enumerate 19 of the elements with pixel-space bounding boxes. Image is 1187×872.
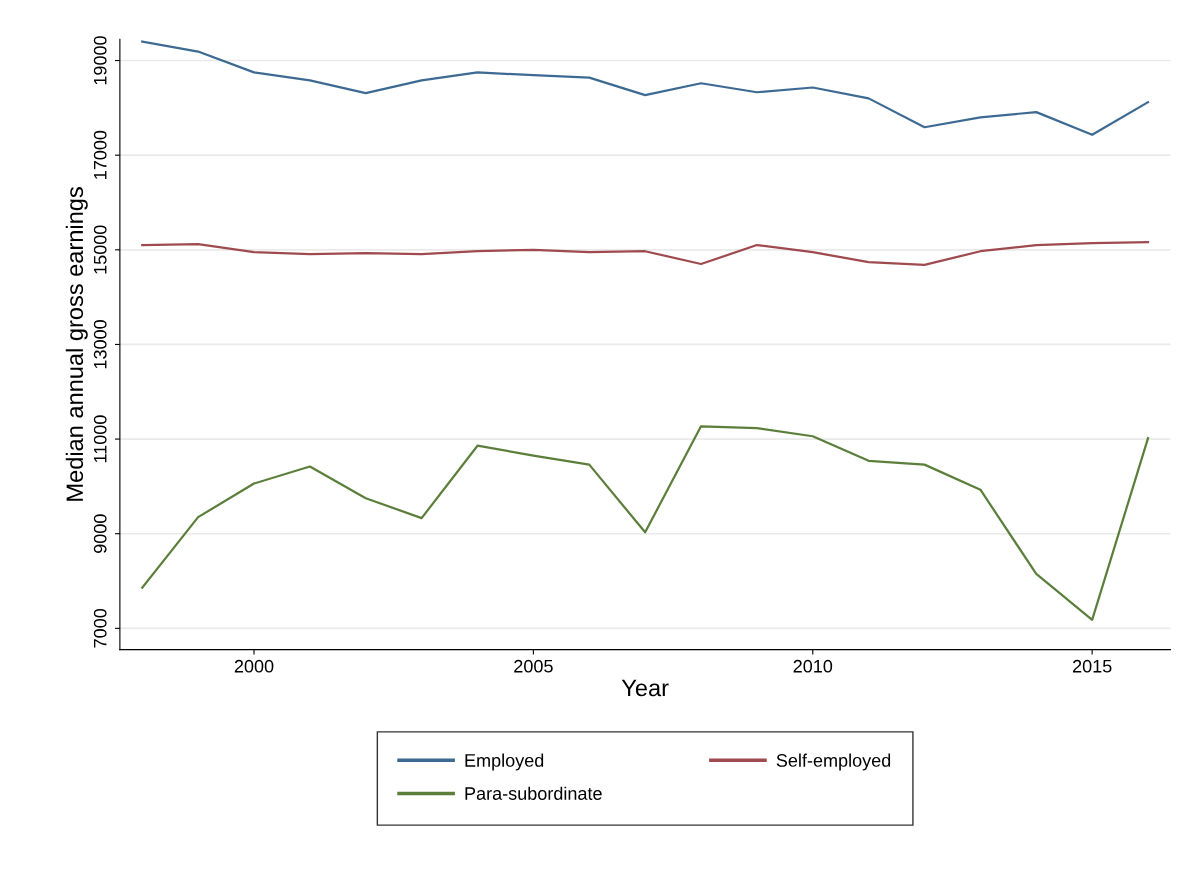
y-tick-label: 9000 bbox=[93, 514, 107, 553]
y-tick-label: 15000 bbox=[93, 225, 107, 274]
x-tick-label: 2000 bbox=[234, 659, 274, 673]
legend-label: Self-employed bbox=[776, 753, 891, 771]
y-tick-label: 7000 bbox=[93, 608, 107, 648]
line-series bbox=[141, 40, 1150, 136]
y-tick-label: 19000 bbox=[93, 36, 107, 85]
x-tick-label: 2015 bbox=[1072, 659, 1112, 673]
line-series bbox=[141, 425, 1150, 621]
y-tick-label: 17000 bbox=[93, 130, 107, 179]
y-tick-label: 13000 bbox=[93, 320, 107, 369]
legend-label: Para-subordinate bbox=[465, 786, 602, 800]
x-axis-title: Year bbox=[621, 679, 669, 697]
x-tick-label: 2010 bbox=[793, 659, 833, 673]
legend-label: Employed bbox=[465, 753, 544, 771]
y-tick-label: 11000 bbox=[93, 415, 107, 463]
y-axis-title: Median annual gross earnings bbox=[65, 187, 88, 501]
x-tick-label: 2005 bbox=[514, 659, 553, 673]
line-series bbox=[141, 241, 1150, 267]
